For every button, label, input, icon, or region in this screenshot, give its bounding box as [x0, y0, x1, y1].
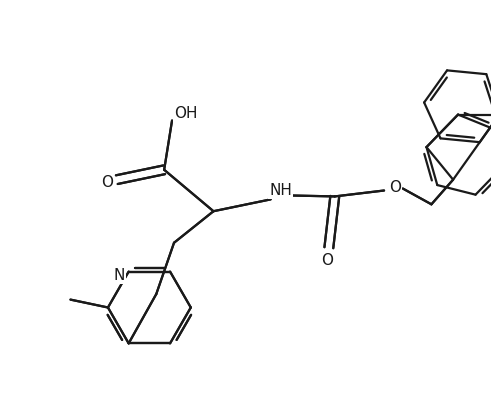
Text: OH: OH [174, 106, 198, 121]
Text: OH: OH [174, 106, 198, 121]
Text: N: N [113, 267, 124, 282]
Text: NH: NH [269, 182, 292, 198]
Text: O: O [321, 252, 333, 267]
Text: N: N [113, 267, 124, 282]
Text: NH: NH [269, 182, 292, 198]
Text: O: O [101, 175, 113, 190]
Text: O: O [101, 175, 113, 190]
Text: O: O [321, 252, 333, 267]
Text: O: O [389, 180, 401, 194]
Text: O: O [389, 180, 401, 194]
